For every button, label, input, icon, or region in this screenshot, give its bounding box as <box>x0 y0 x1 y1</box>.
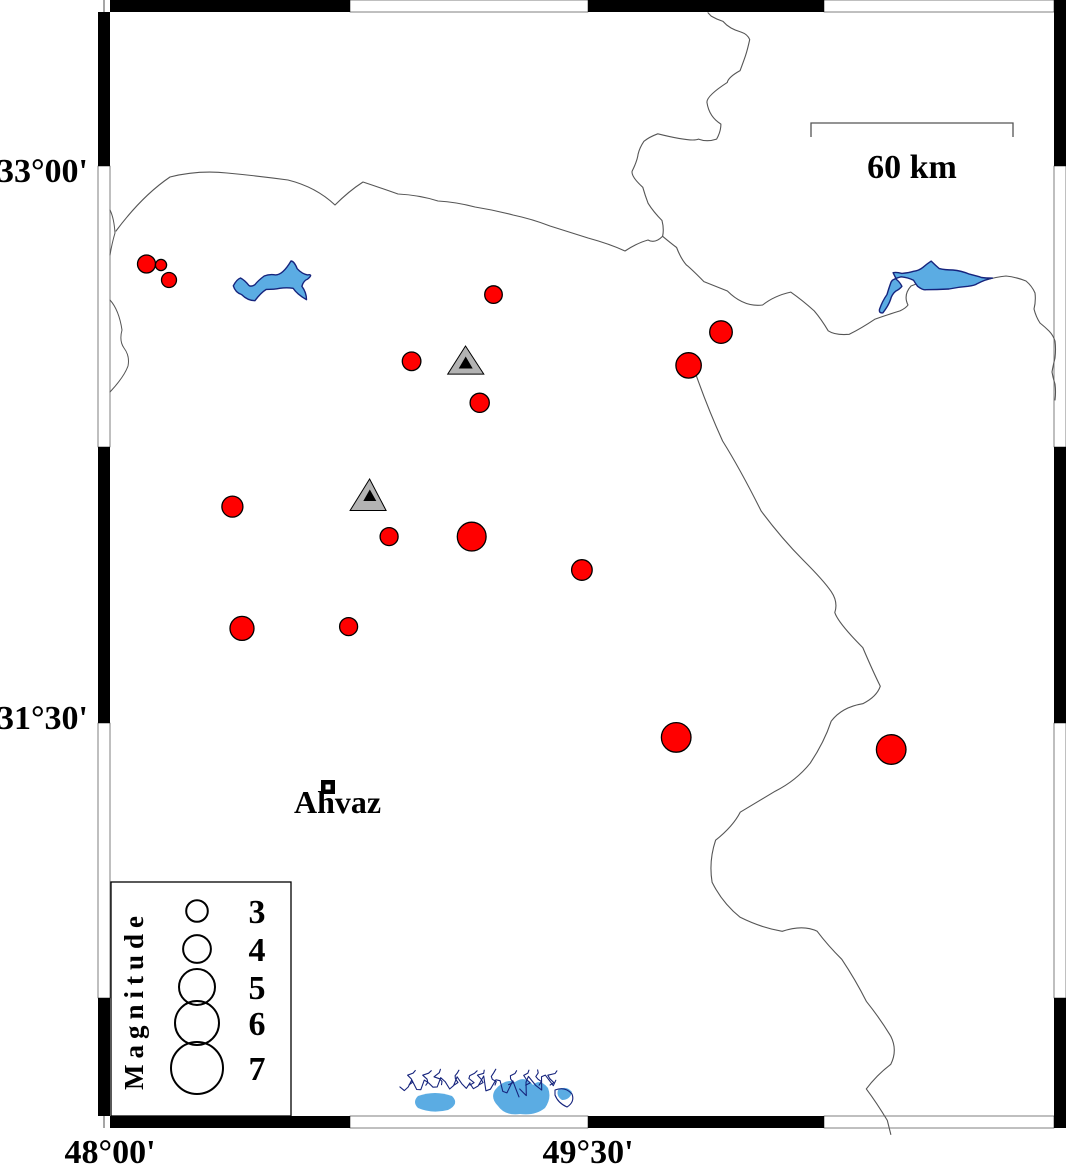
svg-text:Magnitude: Magnitude <box>119 910 149 1090</box>
svg-text:4: 4 <box>249 932 266 969</box>
svg-text:31°30': 31°30' <box>0 700 88 737</box>
svg-text:5: 5 <box>249 970 266 1007</box>
svg-text:48°00': 48°00' <box>64 1134 155 1168</box>
svg-text:60 km: 60 km <box>867 149 957 186</box>
svg-text:6: 6 <box>249 1006 266 1043</box>
svg-text:Ahvaz: Ahvaz <box>294 784 381 820</box>
svg-text:3: 3 <box>249 894 266 931</box>
svg-text:33°00': 33°00' <box>0 153 88 190</box>
svg-text:7: 7 <box>249 1051 266 1088</box>
svg-text:49°30': 49°30' <box>542 1134 633 1168</box>
